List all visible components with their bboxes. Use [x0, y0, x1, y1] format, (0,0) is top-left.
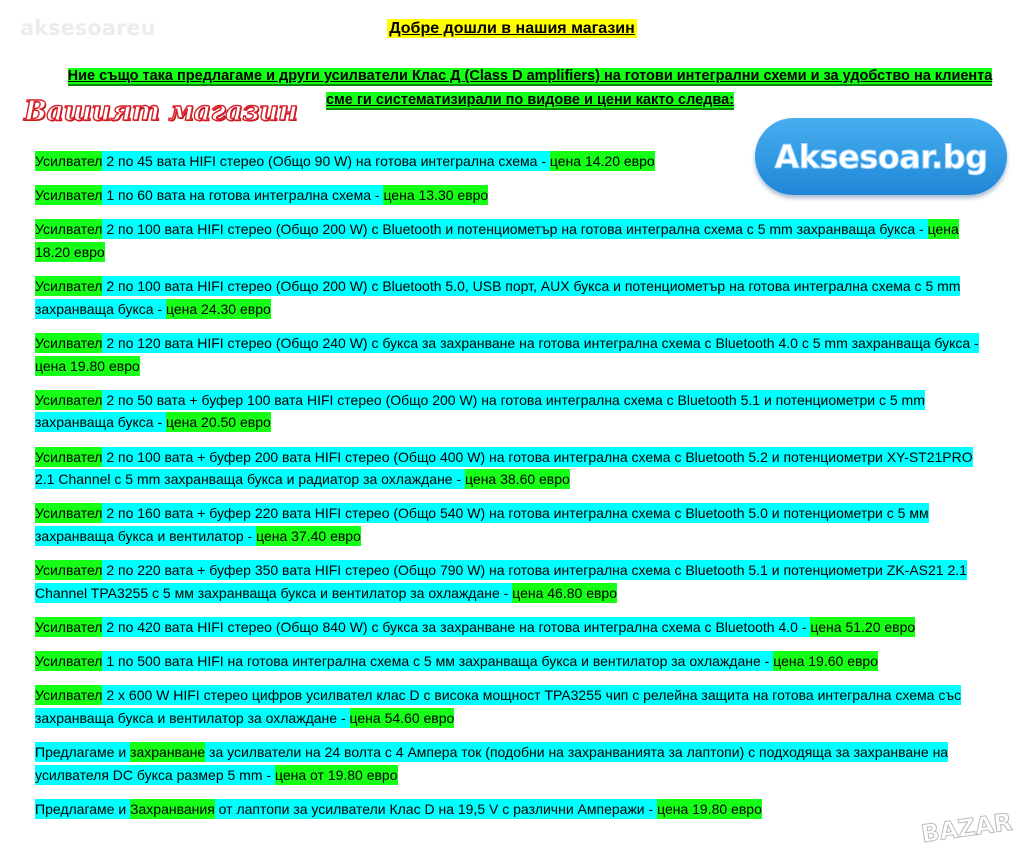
product-price: цена 13.30 евро [383, 185, 489, 206]
product-text: 2 по 45 вата HIFI стерео (Общо 90 W) на … [102, 151, 550, 171]
logo-text: Aksesoar.bg [774, 137, 989, 176]
product-text: 2 по 420 вата HIFI стерео (Общо 840 W) с… [102, 616, 811, 637]
product-price: цена 19.60 евро [773, 651, 878, 672]
product-text: захранване [130, 742, 206, 762]
product-price: цена 14.20 евро [549, 151, 655, 171]
product-item: Усилвател 2 по 220 вата + буфер 350 вата… [35, 559, 993, 604]
aksesoar-logo[interactable]: Aksesoar.bg [755, 118, 1007, 195]
product-text: от лаптопи за усилватели Клас D на 19,5 … [214, 798, 658, 819]
product-item: Усилвател 2 по 50 вата + буфер 100 вата … [35, 389, 993, 434]
product-text: Предлагаме и [35, 798, 131, 819]
page-title-text: Добре дошли в нашия магазин [387, 19, 637, 38]
product-item: Усилвател 2 по 100 вата + буфер 200 вата… [35, 446, 993, 491]
product-item: Усилвател 2 x 600 W HIFI стерео цифров у… [35, 684, 993, 729]
product-text: Усилвател [35, 389, 103, 410]
product-text: Захранвания [130, 798, 215, 819]
product-price: цена 46.80 евро [512, 582, 617, 603]
product-item: Усилвател 1 по 60 вата на готова интегра… [35, 184, 993, 207]
product-text: Усилвател [35, 276, 103, 297]
product-text: Усилвател [35, 685, 103, 706]
product-item: Усилвател 2 по 100 вата HIFI стерео (Общ… [35, 275, 993, 320]
product-text: Усилвател [35, 503, 103, 524]
product-price: цена 19.80 евро [657, 798, 762, 819]
product-text: 2 по 160 вата + буфер 220 вата HIFI стер… [35, 503, 929, 546]
product-price: цена 24.30 евро [166, 298, 271, 319]
product-text: 1 по 500 вата HIFI на готова интегрална … [102, 651, 774, 672]
shop-heading-logo: Вашият магазин [23, 95, 298, 127]
product-text: Усилвател [35, 616, 103, 637]
product-text: 1 по 60 вата на готова интегрална схема … [102, 185, 384, 206]
product-list: Усилвател 2 по 45 вата HIFI стерео (Общо… [35, 150, 993, 832]
product-price: цена 38.60 евро [465, 469, 570, 490]
product-price: цена 37.40 евро [256, 525, 361, 546]
product-item: Усилвател 2 по 100 вата HIFI стерео (Общ… [35, 218, 993, 263]
product-text: 2 по 100 вата HIFI стерео (Общо 200 W) с… [102, 219, 928, 240]
product-item: Усилвател 1 по 500 вата HIFI на готова и… [35, 650, 993, 673]
product-price: цена 20.50 евро [166, 412, 271, 433]
product-item: Усилвател 2 по 420 вата HIFI стерео (Общ… [35, 616, 993, 639]
product-text: Усилвател [35, 151, 103, 171]
product-text: Усилвател [35, 651, 103, 672]
product-text: Предлагаме и [35, 742, 131, 762]
product-text: 2 по 120 вата HIFI стерео (Общо 240 W) с… [102, 332, 979, 353]
product-item: Усилвател 2 по 160 вата + буфер 220 вата… [35, 502, 993, 547]
product-text: Усилвател [35, 560, 103, 581]
product-item: Предлагаме и захранване за усилватели на… [35, 741, 993, 786]
product-price: цена 19.80 евро [35, 355, 140, 376]
page-title: Добре дошли в нашия магазин [0, 19, 1024, 38]
product-text: 2 x 600 W HIFI стерео цифров усилвател к… [35, 685, 962, 728]
product-item: Предлагаме и Захранвания от лаптопи за у… [35, 798, 993, 821]
product-price: цена от 19.80 евро [274, 764, 398, 785]
product-text: Усилвател [35, 446, 103, 467]
product-text: 2 по 220 вата + буфер 350 вата HIFI стер… [35, 560, 967, 603]
product-price: цена 54.60 евро [349, 707, 455, 728]
watermark-aksesoareu: aksesoareu [20, 16, 156, 40]
product-item: Усилвател 2 по 45 вата HIFI стерео (Общо… [35, 150, 993, 173]
product-text: Усилвател [35, 332, 103, 353]
product-text: Усилвател [35, 219, 103, 240]
intro-paragraph: Ние също така предлагаме и други усилват… [60, 64, 1000, 112]
product-text: Усилвател [35, 185, 103, 206]
product-item: Усилвател 2 по 120 вата HIFI стерео (Общ… [35, 332, 993, 377]
product-price: цена 51.20 евро [810, 616, 916, 637]
